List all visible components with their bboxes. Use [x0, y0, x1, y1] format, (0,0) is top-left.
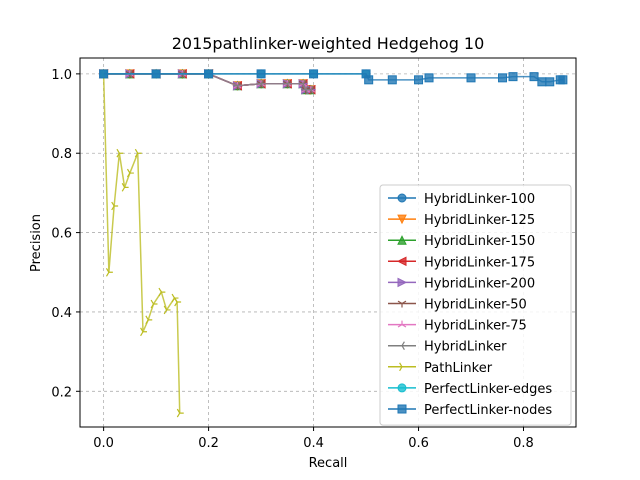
data-point-perfectlinker-nodes — [151, 69, 161, 79]
data-point-perfectlinker-nodes — [414, 75, 424, 85]
data-point-perfectlinker-nodes — [508, 72, 518, 82]
x-axis-ticks: 0.0 0.2 0.4 0.6 0.8 — [93, 427, 534, 451]
data-point-pathlinker — [121, 183, 129, 192]
legend-marker — [397, 404, 407, 414]
series-pathlinker — [100, 69, 184, 418]
data-point-perfectlinker-nodes — [545, 77, 555, 87]
data-point-perfectlinker-nodes — [558, 75, 568, 85]
data-point-perfectlinker-nodes — [364, 75, 374, 85]
legend-marker — [397, 193, 407, 203]
data-point-pathlinker — [176, 408, 184, 418]
data-point-perfectlinker-nodes — [309, 69, 319, 79]
plot-frame — [79, 57, 577, 428]
legend-marker — [398, 341, 405, 351]
data-point-pathlinker — [150, 299, 158, 309]
data-point-perfectlinker-nodes — [387, 75, 397, 85]
y-tick-label: 0.2 — [51, 385, 72, 400]
x-tick-label: 0.0 — [93, 436, 114, 451]
legend-label: HybridLinker — [424, 340, 507, 355]
data-point-pathlinker — [111, 201, 119, 211]
data-point-pathlinker — [134, 148, 142, 158]
legend-box — [379, 184, 572, 426]
legend-item-hybridlinker-150: HybridLinker-150 — [388, 234, 535, 249]
series-perfectlinker-nodes — [99, 69, 568, 87]
legend: HybridLinker-100 HybridLinker-125 HybridLi… — [379, 184, 572, 426]
legend-marker — [397, 277, 408, 288]
legend-marker — [397, 320, 407, 328]
x-tick-label: 0.4 — [303, 436, 324, 451]
data-point-hybridlinker — [299, 79, 306, 89]
series-layer — [98, 68, 568, 418]
legend-item-hybridlinker-200: HybridLinker-200 — [388, 276, 535, 291]
data-point-perfectlinker-nodes — [204, 69, 214, 79]
legend-marker — [397, 383, 407, 393]
data-point-hybridlinker — [306, 85, 314, 95]
legend-marker — [397, 214, 407, 225]
x-tick-label: 0.8 — [513, 436, 534, 451]
legend-marker — [397, 235, 407, 245]
data-point-pathlinker — [174, 297, 182, 307]
y-axis-title: Precision — [29, 214, 44, 272]
data-point-pathlinker — [163, 305, 171, 315]
legend-label: PathLinker — [424, 361, 493, 376]
data-point-perfectlinker-nodes — [256, 69, 266, 79]
legend-item-perfectlinker-edges: PerfectLinker-edges — [388, 382, 552, 397]
legend-label: HybridLinker-125 — [424, 213, 535, 228]
data-point-perfectlinker-nodes — [498, 73, 508, 83]
legend-label: PerfectLinker-edges — [424, 382, 552, 397]
legend-label: HybridLinker-200 — [424, 276, 535, 291]
legend-item-pathlinker: PathLinker — [388, 361, 493, 376]
x-tick-label: 0.2 — [198, 436, 219, 451]
y-tick-label: 0.6 — [51, 227, 72, 242]
data-point-perfectlinker-nodes — [529, 72, 539, 82]
legend-label: PerfectLinker-nodes — [424, 403, 552, 418]
legend-marker — [397, 300, 407, 308]
data-point-perfectlinker-nodes — [537, 77, 547, 87]
legend-label: HybridLinker-75 — [424, 319, 527, 334]
y-axis-ticks: 0.2 0.4 0.6 0.8 1.0 — [51, 68, 80, 400]
data-point-pathlinker — [140, 327, 147, 337]
legend-label: HybridLinker-175 — [424, 255, 535, 270]
legend-item-hybridlinker-125: HybridLinker-125 — [388, 213, 535, 228]
legend-label: HybridLinker-100 — [424, 192, 535, 207]
data-point-hybridlinker — [257, 79, 264, 89]
legend-marker — [399, 362, 406, 372]
legend-item-hybridlinker: HybridLinker — [388, 340, 507, 355]
chart-title: 2015pathlinker-weighted Hedgehog 10 — [172, 34, 485, 53]
y-tick-label: 1.0 — [51, 68, 72, 83]
data-point-pathlinker — [158, 287, 166, 297]
legend-item-hybridlinker-50: HybridLinker-50 — [388, 298, 527, 313]
data-point-hybridlinker — [233, 81, 241, 91]
data-point-pathlinker — [145, 315, 153, 325]
y-tick-label: 0.8 — [51, 147, 72, 162]
data-point-pathlinker — [116, 148, 124, 158]
data-point-perfectlinker-nodes — [466, 73, 476, 83]
data-point-pathlinker — [126, 168, 134, 178]
data-point-hybridlinker — [301, 85, 309, 95]
legend-item-hybridlinker-100: HybridLinker-100 — [388, 192, 535, 207]
legend-item-hybridlinker-175: HybridLinker-175 — [388, 255, 535, 270]
x-tick-label: 0.6 — [408, 436, 429, 451]
data-point-pathlinker — [105, 267, 113, 277]
legend-item-hybridlinker-75: HybridLinker-75 — [388, 319, 527, 334]
y-tick-label: 0.4 — [51, 306, 72, 321]
legend-item-perfectlinker-nodes: PerfectLinker-nodes — [388, 403, 552, 418]
data-point-perfectlinker-nodes — [99, 69, 109, 79]
legend-label: HybridLinker-50 — [424, 298, 527, 313]
x-axis-title: Recall — [309, 456, 348, 471]
data-point-perfectlinker-nodes — [424, 73, 434, 83]
legend-marker — [396, 256, 407, 267]
data-point-hybridlinker — [283, 79, 291, 89]
legend-label: HybridLinker-150 — [424, 234, 535, 249]
